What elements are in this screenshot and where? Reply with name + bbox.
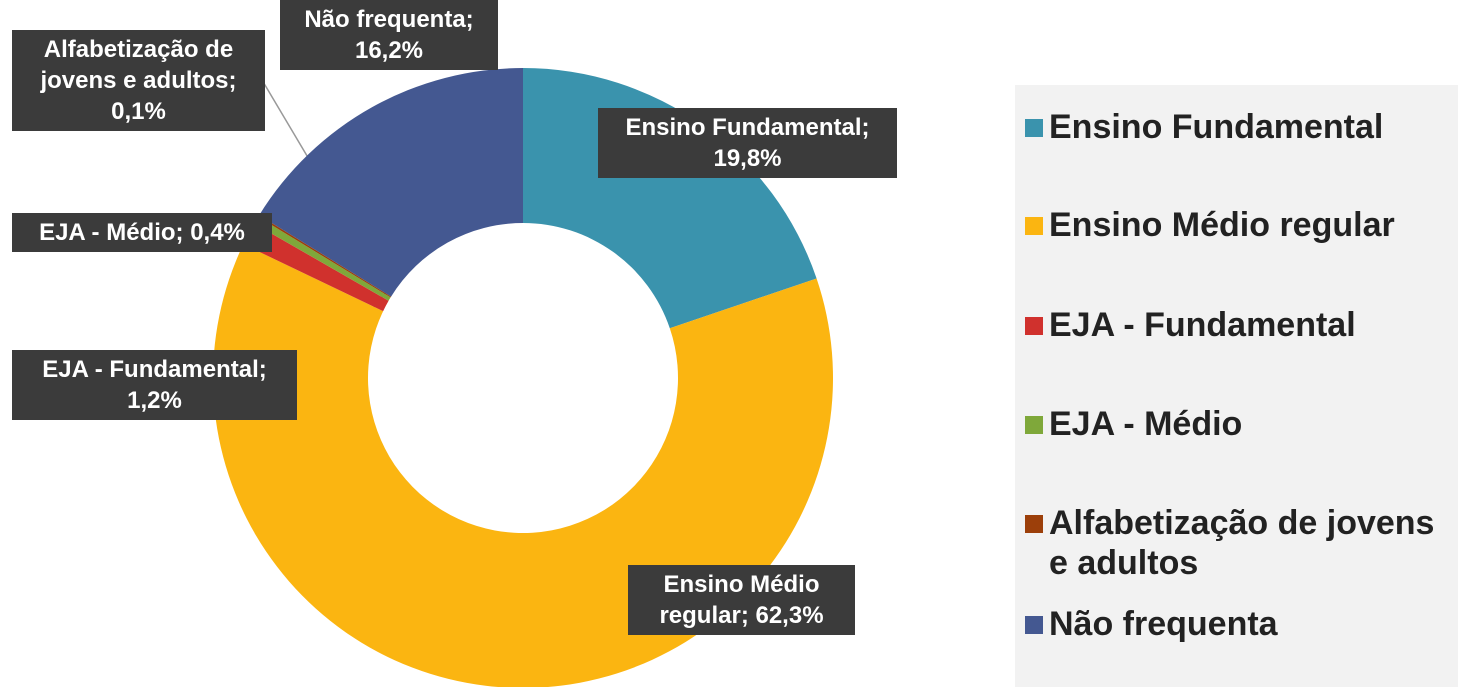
legend-item: EJA - Fundamental (1025, 305, 1455, 345)
data-label: EJA - Médio; 0,4% (12, 213, 272, 252)
legend-label: Alfabetização de jovens e adultos (1049, 504, 1435, 582)
data-label: EJA - Fundamental; 1,2% (12, 350, 297, 420)
legend-swatch (1025, 217, 1043, 235)
legend-item: Ensino Fundamental (1025, 107, 1455, 147)
legend-label: EJA - Médio (1049, 405, 1243, 443)
legend-swatch (1025, 317, 1043, 335)
legend-swatch (1025, 616, 1043, 634)
donut-slice (523, 68, 817, 329)
donut-slice (254, 216, 391, 301)
data-label: Ensino Fundamental; 19,8% (598, 108, 897, 178)
legend-item: Alfabetização de jovens e adultos (1025, 503, 1455, 583)
data-label: Não frequenta; 16,2% (280, 0, 498, 70)
donut-slice (243, 223, 389, 312)
legend-swatch (1025, 515, 1043, 533)
data-label: Alfabetização de jovens e adultos; 0,1% (12, 30, 265, 131)
legend-item: Não frequenta (1025, 604, 1455, 644)
legend-swatch (1025, 119, 1043, 137)
donut-slice (258, 215, 392, 298)
legend-item: Ensino Médio regular (1025, 205, 1455, 245)
legend-label: Não frequenta (1049, 605, 1278, 643)
legend: Ensino Fundamental Ensino Médio regular EJ… (1015, 85, 1458, 687)
legend-item: EJA - Médio (1025, 404, 1455, 444)
legend-label: Ensino Fundamental (1049, 108, 1384, 146)
legend-swatch (1025, 416, 1043, 434)
legend-label: EJA - Fundamental (1049, 306, 1356, 344)
donut-slice (259, 68, 523, 297)
data-label: Ensino Médio regular; 62,3% (628, 565, 855, 635)
legend-label: Ensino Médio regular (1049, 206, 1395, 244)
